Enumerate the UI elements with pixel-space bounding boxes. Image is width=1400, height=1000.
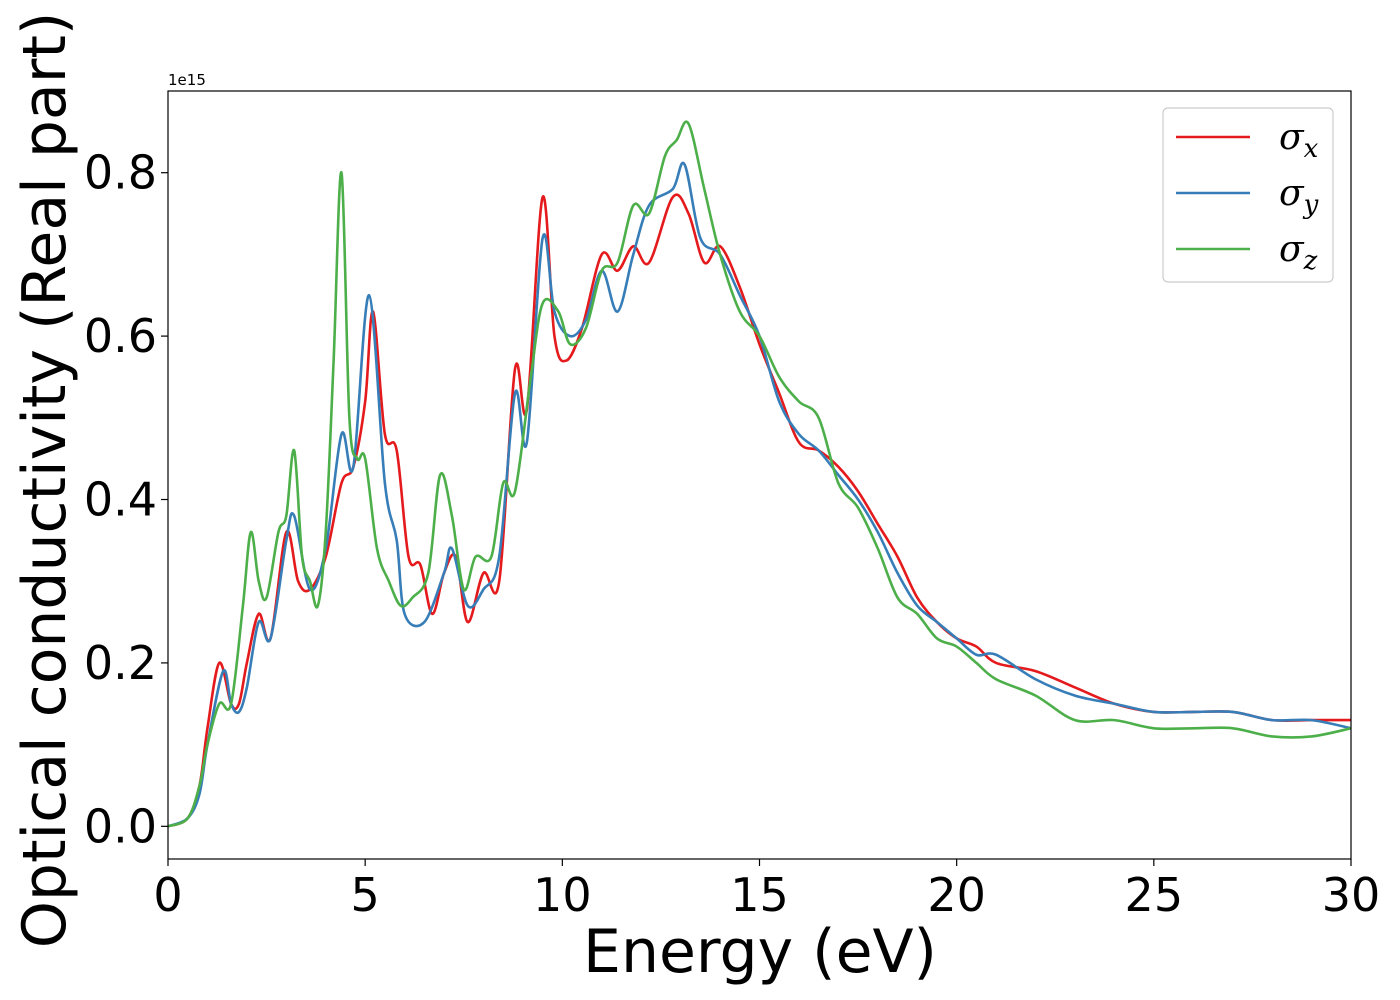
legend-box: [1162, 107, 1334, 283]
legend-label-x: σx: [1279, 117, 1319, 164]
series-lines: [168, 120, 1351, 828]
y-tick-label: 0.8: [84, 146, 157, 200]
x-tick-label: 0: [153, 868, 182, 922]
legend: σx σy σz: [1162, 107, 1334, 283]
x-tick-label: 25: [1125, 868, 1184, 922]
y-tick-label: 0.6: [84, 309, 157, 363]
x-tick-label: 10: [533, 868, 592, 922]
y-tick-label: 0.2: [84, 636, 157, 690]
y-axis-ticks: 0.0 0.2 0.4 0.6 0.8: [84, 146, 168, 853]
x-tick-label: 20: [927, 868, 986, 922]
x-tick-label: 30: [1322, 868, 1381, 922]
x-tick-label: 5: [351, 868, 380, 922]
y-tick-label: 0.0: [84, 799, 157, 853]
series-line-y: [168, 161, 1351, 828]
y-offset-label: 1e15: [168, 71, 206, 89]
y-axis-label: Optical conductivity (Real part): [10, 12, 80, 949]
x-tick-label: 15: [730, 868, 789, 922]
x-axis-ticks: 0 5 10 15 20 25 30: [153, 859, 1380, 922]
x-axis-label: Energy (eV): [583, 917, 937, 987]
legend-label-z: σz: [1279, 229, 1318, 276]
legend-label-y: σy: [1279, 173, 1319, 220]
y-tick-label: 0.4: [84, 473, 157, 527]
series-line-z: [168, 120, 1351, 828]
